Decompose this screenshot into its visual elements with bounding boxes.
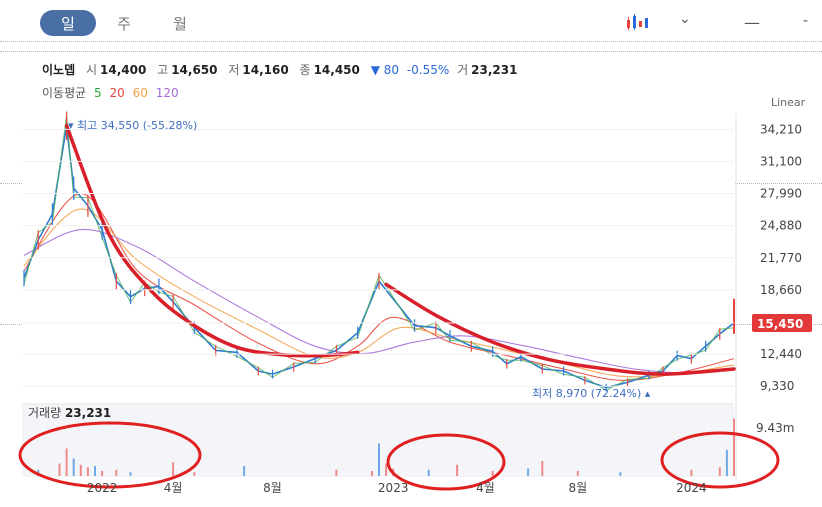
volume-bar [79, 464, 82, 476]
volume-bar [94, 466, 96, 476]
high-annotation: ▾ 최고 34,550 (-55.28%) [68, 119, 197, 132]
volume-bar [491, 471, 494, 476]
x-tick-label: 4월 [476, 481, 495, 495]
price-lines [23, 111, 735, 392]
volume-bar [129, 472, 132, 476]
volume-bar [385, 463, 388, 476]
highlight-ellipse-0 [18, 421, 202, 489]
y-tick-label: 27,990 [760, 187, 802, 201]
ma-120[interactable]: 120 [155, 86, 179, 100]
ma-line-1 [23, 208, 735, 378]
low-label: 저 [228, 63, 240, 77]
volume-bar [427, 469, 430, 476]
volume-bar [115, 469, 118, 476]
volume-bar [335, 469, 338, 476]
volume-bar [172, 462, 175, 476]
trend-curve-0 [64, 124, 360, 358]
volume-bar [733, 418, 735, 476]
volume-axis-label: 9.43m [756, 421, 794, 435]
ma-line-0 [23, 192, 735, 381]
y-tick-label: 21,770 [760, 251, 802, 265]
scale-mode[interactable]: Linear [771, 96, 806, 109]
volume-value: 23,231 [471, 63, 518, 77]
x-tick-label: 4월 [164, 481, 183, 495]
volume-bar [86, 467, 89, 476]
volume-label: 거 [457, 63, 469, 77]
price-pane-bg [22, 114, 734, 404]
x-axis: 2022 4월 8월 2023 4월 8월 2024 [87, 481, 707, 495]
volume-bar [456, 464, 459, 476]
last-price-tag [752, 314, 812, 333]
candlestick-chart-icon[interactable] [625, 14, 653, 36]
open-label: 시 [85, 63, 97, 77]
x-tick-label: 2024 [676, 481, 707, 495]
chevron-down-icon[interactable]: ⌄ [679, 11, 691, 27]
volume-bar [718, 467, 721, 476]
volume-bar [193, 472, 196, 476]
ma-legend-label: 이동평균 [42, 86, 87, 100]
y-tick-label: 18,660 [760, 283, 802, 297]
y-tick-label: 24,880 [760, 219, 802, 233]
low-annotation: 최저 8,970 (72.24%) ▴ [532, 387, 651, 400]
volume-bar [243, 466, 246, 476]
ma-5[interactable]: 5 [94, 86, 102, 100]
ma-lines [23, 192, 735, 381]
volume-bar [576, 471, 579, 476]
guide-line-header [0, 51, 822, 52]
volume-bar [101, 471, 104, 476]
tab-month[interactable]: 월 [173, 14, 187, 33]
y-tick-label: 34,210 [760, 122, 802, 136]
volume-bar [72, 458, 75, 476]
volume-bar [527, 468, 530, 476]
highlight-ellipse-2 [660, 431, 780, 489]
trend-curves [64, 124, 736, 376]
volume-bar [619, 472, 622, 476]
x-tick-label: 2023 [378, 481, 409, 495]
x-tick-label: 8월 [568, 481, 587, 495]
minimize-icon[interactable]: — [744, 13, 760, 32]
volume-bar [690, 469, 693, 476]
close-value: 14,450 [313, 63, 360, 77]
y-tick-label: 12,440 [760, 347, 802, 361]
high-value: 14,650 [171, 63, 218, 77]
volume-bar [65, 448, 68, 476]
tab-week[interactable]: 주 [117, 14, 131, 33]
chart-annotations: ▾ 최고 34,550 (-55.28%) 최저 8,970 (72.24%) ▴… [68, 119, 812, 400]
high-label: 고 [157, 63, 169, 77]
period-tabs: 일 주 월 [40, 10, 208, 36]
change-percent: -0.55% [406, 63, 450, 77]
ma-60[interactable]: 60 [132, 86, 148, 100]
low-value: 14,160 [242, 63, 289, 77]
y-tick-label: 9,330 [760, 379, 794, 393]
open-value: 14,400 [100, 63, 147, 77]
x-tick-label: 2022 [87, 481, 118, 495]
volume-title: 거래량 23,231 [28, 406, 111, 420]
highlight-ellipses [18, 421, 780, 491]
ma-legend: 이동평균 5 20 60 120 [42, 84, 183, 101]
close-label: 종 [299, 63, 311, 77]
volume-bar [541, 461, 544, 476]
change-value: ▼ 80 [370, 63, 400, 77]
y-tick-label: 31,100 [760, 154, 802, 168]
volume-bar [725, 449, 728, 476]
ma-line-2 [23, 229, 735, 374]
x-tick-label: 8월 [263, 481, 282, 495]
volume-bar [370, 471, 373, 476]
ma-20[interactable]: 20 [109, 86, 125, 100]
volume-bar [378, 443, 380, 476]
highlight-ellipse-1 [386, 433, 506, 491]
volume-title-value: 23,231 [65, 406, 111, 420]
tab-day[interactable]: 일 [40, 10, 96, 36]
guide-line-top [0, 41, 822, 42]
last-price-label: 15,450 [757, 317, 803, 331]
more-icon[interactable]: - [803, 13, 809, 29]
stock-name: 이노뎁 [42, 63, 76, 77]
volume-bar [58, 463, 61, 476]
volume-bars: 거래량 23,231 9.43m [28, 406, 794, 476]
trend-curve-1 [384, 282, 736, 376]
price-info-line: 이노뎁 시 14,400 고 14,650 저 14,160 종 14,450 ▼ 80… [42, 61, 524, 78]
